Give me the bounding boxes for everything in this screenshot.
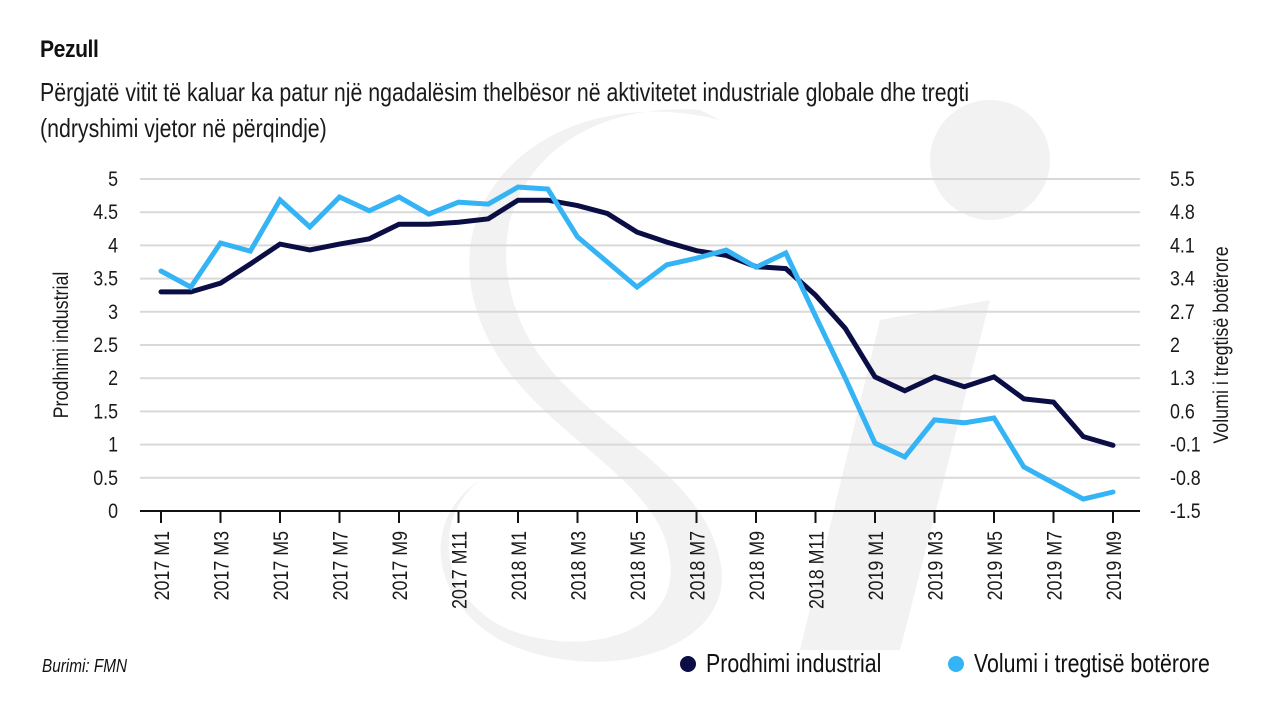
x-tick-label: 2019 M9 xyxy=(1103,531,1127,600)
y-left-tick-label: 2.5 xyxy=(93,334,118,358)
chart-subtitle: Përgjatë vitit të kaluar ka patur një ng… xyxy=(40,74,969,146)
y-left-tick-label: 3.5 xyxy=(93,267,118,291)
y-axis-right-title: Volumi i tregtisë botërore xyxy=(1210,246,1234,443)
subtitle-line-1: Përgjatë vitit të kaluar ka patur një ng… xyxy=(40,77,970,107)
x-tick-label: 2017 M7 xyxy=(329,531,353,600)
subtitle-line-2: (ndryshimi vjetor në përqindje) xyxy=(40,113,327,143)
x-tick-label: 2017 M11 xyxy=(448,531,472,609)
x-tick-label: 2017 M5 xyxy=(270,531,294,601)
x-tick-label: 2017 M1 xyxy=(151,531,175,600)
y-left-tick-label: 5 xyxy=(108,168,118,192)
x-tick-label: 2018 M11 xyxy=(805,531,829,609)
x-tick-label: 2018 M3 xyxy=(567,531,591,600)
series-group xyxy=(158,184,1116,502)
y-left-tick-label: 4.5 xyxy=(93,201,118,225)
y-right-tick-label: 2 xyxy=(1170,334,1180,358)
x-tick-label: 2019 M5 xyxy=(984,531,1008,601)
y-right-tick-label: -1.5 xyxy=(1170,500,1201,524)
y-axis-right: -1.5 -0.8 -0.1 0.6 1.3 2 2.7 3.4 4.1 4.8 5.5 xyxy=(1170,168,1201,524)
legend-label: Prodhimi industrial xyxy=(706,648,882,678)
gridlines xyxy=(140,178,1140,479)
y-right-tick-label: -0.8 xyxy=(1170,466,1201,490)
chart-title: Pezull xyxy=(40,36,99,63)
x-tick-label: 2019 M3 xyxy=(924,531,948,600)
x-axis: 2017 M1 2017 M3 2017 M5 2017 M7 2017 M9 2017 … xyxy=(140,510,1140,609)
y-right-tick-label: -0.1 xyxy=(1170,433,1201,457)
x-tick-label: 2018 M9 xyxy=(746,531,770,600)
x-tick-label: 2019 M1 xyxy=(865,531,889,600)
legend-item-prodhimi-industrial: Prodhimi industrial xyxy=(680,648,920,679)
x-tick-label: 2018 M5 xyxy=(627,531,651,601)
x-tick-label: 2018 M1 xyxy=(508,531,532,600)
y-left-tick-label: 0.5 xyxy=(93,466,118,490)
legend-marker-dark xyxy=(680,655,696,672)
y-right-tick-label: 4.1 xyxy=(1170,234,1195,258)
y-axis-left: 0 0.5 1 1.5 2 2.5 3 3.5 4 4.5 5 xyxy=(93,168,118,524)
x-tick-label: 2017 M3 xyxy=(210,531,234,600)
y-right-tick-label: 0.6 xyxy=(1170,400,1195,424)
x-tick-label: 2017 M9 xyxy=(389,531,413,600)
y-left-tick-label: 3 xyxy=(108,300,118,324)
y-right-tick-label: 1.3 xyxy=(1170,367,1195,391)
x-tick-label: 2018 M7 xyxy=(686,531,710,600)
y-axis-left-title: Prodhimi industrial xyxy=(50,272,74,419)
source-note: Burimi: FMN xyxy=(42,656,127,676)
y-left-tick-label: 1.5 xyxy=(93,400,118,424)
legend-marker-light xyxy=(948,655,964,672)
y-left-tick-label: 4 xyxy=(108,234,118,258)
y-right-tick-label: 5.5 xyxy=(1170,168,1195,192)
watermark-logo xyxy=(440,100,1050,662)
legend-label: Volumi i tregtisë botërore xyxy=(974,648,1210,678)
legend-item-volumi-tregtise: Volumi i tregtisë botërore xyxy=(948,648,1262,679)
y-right-tick-label: 2.7 xyxy=(1170,300,1195,324)
x-tick-label: 2019 M7 xyxy=(1043,531,1067,600)
y-left-tick-label: 1 xyxy=(108,433,118,457)
y-right-tick-label: 3.4 xyxy=(1170,267,1195,291)
y-right-tick-label: 4.8 xyxy=(1170,201,1195,225)
y-left-tick-label: 0 xyxy=(108,500,118,524)
y-left-tick-label: 2 xyxy=(108,367,118,391)
